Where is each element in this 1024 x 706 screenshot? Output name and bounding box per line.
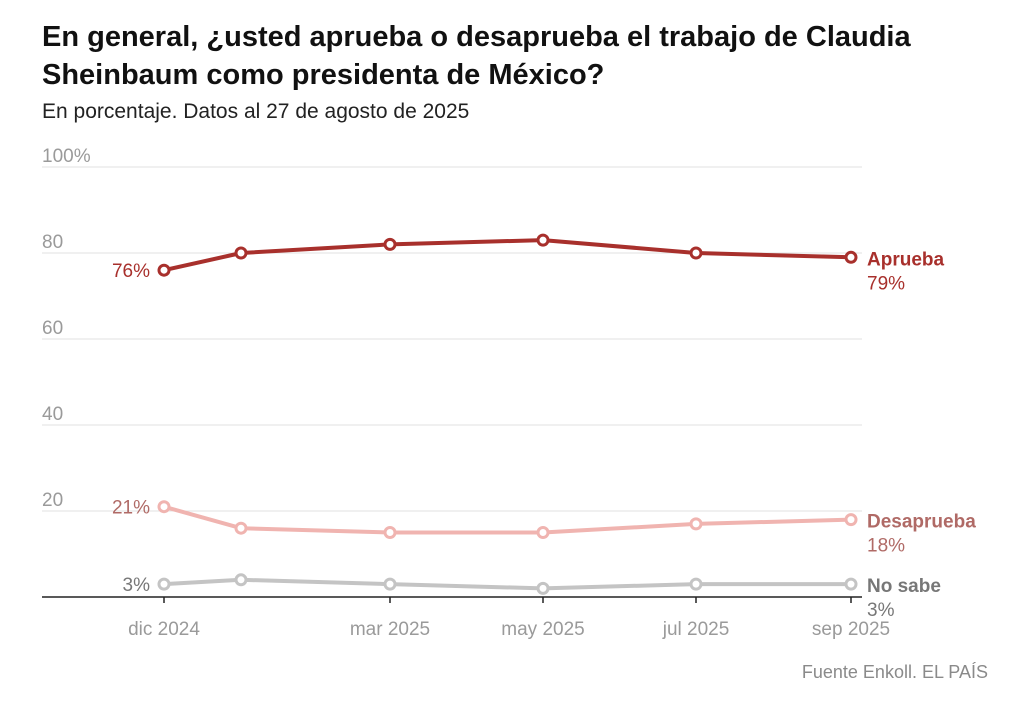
series-name-label-no-sabe: No sabe [867, 576, 941, 597]
source-note: Fuente Enkoll. EL PAÍS [801, 662, 988, 682]
series-name-label-aprueba: Aprueba [867, 249, 945, 270]
data-point-desaprueba [157, 500, 171, 514]
x-tick-label: jul 2025 [662, 619, 730, 640]
data-point-no-sabe [536, 581, 550, 595]
x-tick-label: may 2025 [501, 619, 584, 640]
y-tick-label: 80 [42, 232, 63, 253]
start-label-aprueba: 76% [112, 261, 150, 282]
data-point-no-sabe [844, 577, 858, 591]
chart-title: En general, ¿usted aprueba o desaprueba … [42, 21, 911, 91]
x-tick-label: dic 2024 [128, 619, 200, 640]
data-point-desaprueba [844, 513, 858, 527]
chart-subtitle: En porcentaje. Datos al 27 de agosto de … [42, 100, 470, 123]
end-label-aprueba: 79% [867, 273, 905, 294]
data-point-aprueba [844, 250, 858, 264]
series-line-desaprueba [162, 504, 853, 535]
data-point-desaprueba [689, 517, 703, 531]
data-point-desaprueba [536, 526, 550, 539]
y-tick-label: 40 [42, 404, 63, 425]
data-point-desaprueba [234, 521, 248, 535]
series-name-label-desaprueba: Desaprueba [867, 512, 976, 533]
data-point-no-sabe [689, 577, 703, 591]
data-point-aprueba [536, 233, 550, 247]
start-label-desaprueba: 21% [112, 498, 150, 519]
x-tick-label: sep 2025 [812, 619, 890, 640]
data-point-no-sabe [383, 577, 397, 591]
y-tick-label: 100% [42, 146, 91, 167]
start-label-no-sabe: 3% [123, 575, 151, 596]
data-point-desaprueba [383, 526, 397, 539]
data-point-no-sabe [234, 573, 248, 587]
data-point-aprueba [234, 246, 248, 260]
y-tick-label: 20 [42, 490, 63, 511]
end-label-no-sabe: 3% [867, 600, 895, 621]
data-point-aprueba [689, 246, 703, 260]
data-point-aprueba [383, 237, 397, 251]
series-line-no-sabe [162, 577, 853, 591]
data-point-no-sabe [157, 577, 171, 591]
data-point-aprueba [157, 263, 171, 277]
end-label-desaprueba: 18% [867, 536, 905, 557]
y-tick-label: 60 [42, 318, 63, 339]
series-line-aprueba [162, 238, 853, 273]
x-tick-label: mar 2025 [350, 619, 430, 640]
